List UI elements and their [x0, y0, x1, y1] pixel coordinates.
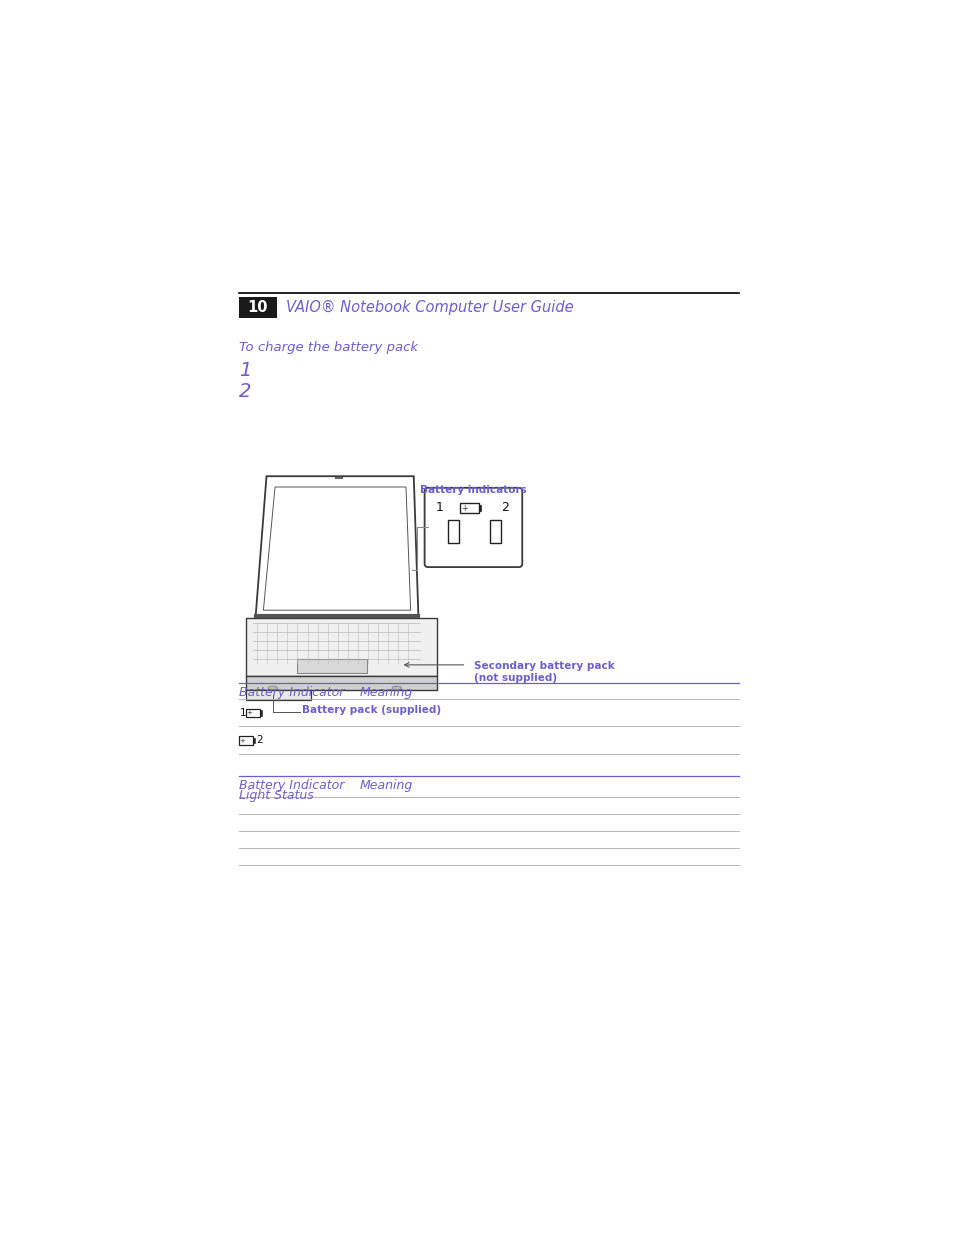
Text: Battery pack (supplied): Battery pack (supplied)	[302, 704, 441, 715]
Bar	[489, 520, 500, 543]
Bar	[239, 296, 276, 319]
Bar	[459, 503, 478, 514]
Bar	[307, 616, 314, 622]
Text: Battery Indicator: Battery Indicator	[239, 687, 344, 699]
Polygon shape	[245, 690, 311, 699]
FancyBboxPatch shape	[424, 488, 521, 567]
Text: Battery indicators: Battery indicators	[419, 484, 526, 495]
Text: Battery Indicator: Battery Indicator	[239, 779, 344, 792]
Bar	[447, 520, 458, 543]
Bar	[297, 659, 367, 673]
Bar	[350, 616, 356, 622]
Bar	[328, 616, 335, 622]
Text: 1: 1	[239, 708, 246, 718]
Text: 10: 10	[248, 300, 268, 315]
Polygon shape	[263, 487, 410, 610]
Text: Light Status: Light Status	[239, 789, 314, 802]
Bar	[317, 616, 324, 622]
Text: Secondary battery pack
(not supplied): Secondary battery pack (not supplied)	[474, 661, 615, 683]
Bar	[246, 709, 260, 718]
Text: VAIO® Notebook Computer User Guide: VAIO® Notebook Computer User Guide	[286, 300, 573, 315]
Bar	[260, 710, 262, 716]
Bar	[239, 736, 253, 745]
Ellipse shape	[392, 687, 401, 690]
Polygon shape	[245, 677, 436, 690]
Text: Meaning: Meaning	[359, 779, 413, 792]
Bar	[253, 739, 255, 743]
Bar	[335, 680, 367, 687]
Text: 2: 2	[256, 735, 263, 746]
Text: Meaning: Meaning	[359, 687, 413, 699]
Text: +: +	[460, 504, 467, 513]
Polygon shape	[245, 618, 436, 677]
Text: +: +	[246, 710, 253, 716]
Text: +: +	[239, 739, 245, 745]
Bar	[478, 505, 480, 511]
Bar	[297, 680, 330, 687]
Text: To charge the battery pack: To charge the battery pack	[239, 341, 418, 354]
Text: 1: 1	[435, 501, 443, 514]
Bar	[339, 616, 346, 622]
Text: 2: 2	[500, 501, 509, 514]
Text: 2: 2	[239, 382, 252, 400]
Text: 1: 1	[239, 362, 252, 380]
Ellipse shape	[268, 687, 277, 690]
Bar	[295, 616, 303, 622]
